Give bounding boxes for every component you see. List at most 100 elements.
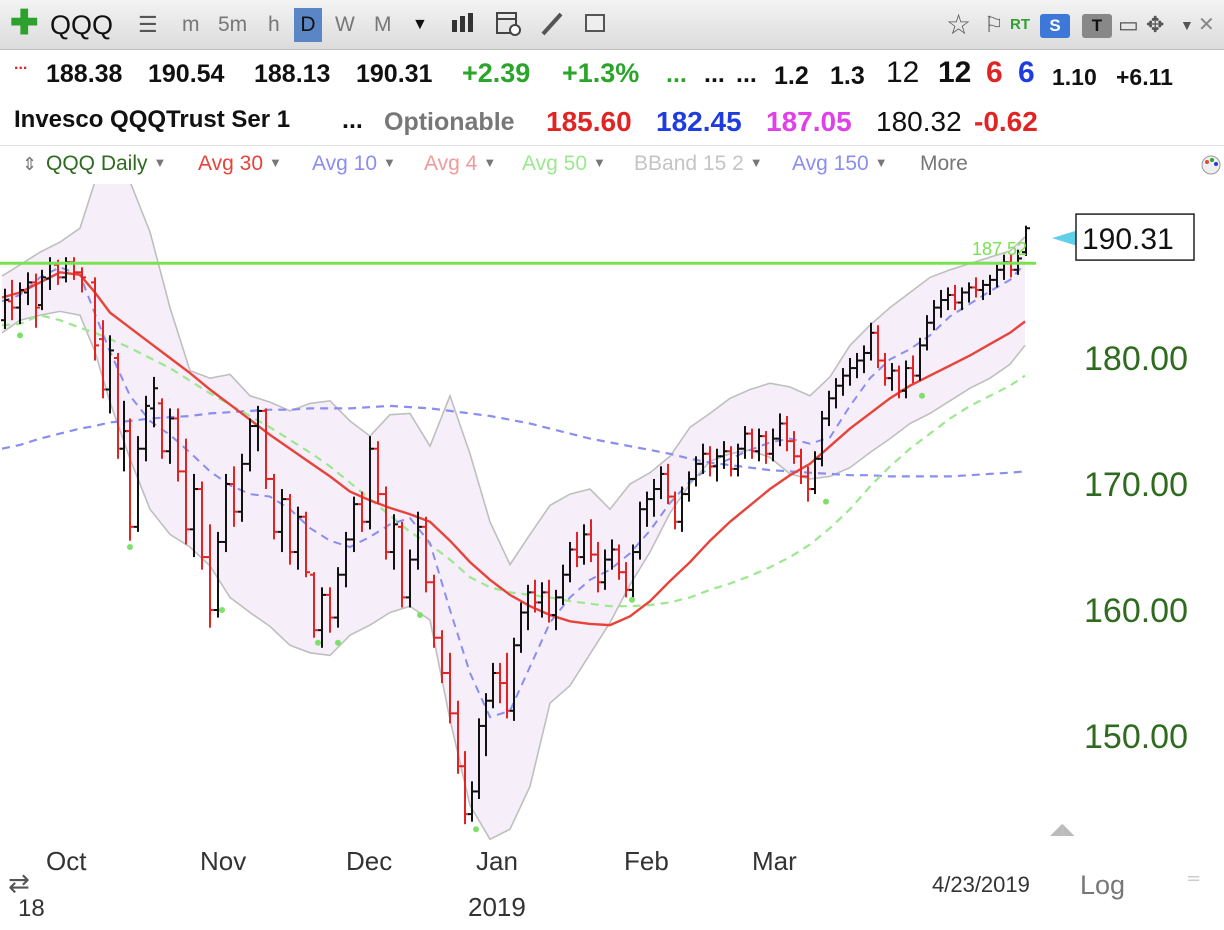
signal-dot: [315, 639, 321, 646]
close-value: 190.31: [356, 60, 433, 88]
info-value-3: 187.05: [766, 106, 852, 137]
signal-dot: [17, 332, 23, 339]
study-avg4[interactable]: Avg 4 ▼: [424, 152, 496, 176]
field-2: ...: [704, 60, 725, 88]
ohlc-bar: [106, 335, 114, 414]
palette-icon[interactable]: [1200, 154, 1222, 182]
series-line-avg-10: [1, 262, 1026, 719]
study-avg4-label: Avg 4: [424, 152, 478, 175]
ohlc-bar: [134, 436, 142, 532]
study-avg50-label: Avg 50: [522, 152, 587, 175]
series-line-bband-upper: [1, 184, 1026, 567]
ohlc-bar: [366, 436, 374, 530]
caret-icon: ▼: [483, 155, 497, 170]
symbol-field[interactable]: QQQ: [50, 10, 114, 40]
x-tick-label: Oct: [46, 846, 87, 876]
study-avg150-label: Avg 150: [792, 152, 869, 175]
study-avg30[interactable]: Avg 30 ▼: [198, 152, 282, 176]
low-value: 188.13: [254, 60, 331, 88]
value-2: 1.3: [830, 62, 865, 90]
x-tick-label: Jan: [476, 846, 518, 876]
study-avg10-label: Avg 10: [312, 152, 377, 175]
last-price-label: 190.31: [1082, 223, 1174, 256]
pencil-icon[interactable]: [538, 8, 566, 42]
rt-label[interactable]: RT: [1010, 16, 1030, 33]
y-axis: 180.00 170.00 160.00 150.00: [1084, 340, 1188, 756]
ohlc-bar: [222, 473, 230, 553]
x-tick-label: Dec: [346, 846, 392, 876]
ohlc-bar: [262, 408, 270, 490]
study-main-label: QQQ Daily: [46, 152, 148, 175]
layout-icon[interactable]: [580, 8, 610, 42]
scroll-left-icon[interactable]: ◢◣: [1050, 819, 1075, 838]
caret-icon: ▼: [593, 155, 606, 170]
signal-dot: [335, 639, 341, 646]
timeframe-5m[interactable]: 5m: [218, 13, 248, 36]
s-button[interactable]: S: [1040, 14, 1070, 38]
more-button[interactable]: More: [920, 152, 968, 175]
signal-dot: [919, 392, 925, 399]
ohlc-bar: [278, 489, 286, 553]
quote-dots: ...: [14, 56, 28, 73]
series-line-avg-50: [1, 314, 1026, 608]
timeframe-h[interactable]: h: [268, 13, 280, 36]
ohlc-bar: [158, 398, 166, 459]
study-avg30-label: Avg 30: [198, 152, 263, 175]
caret-icon: ▼: [874, 155, 888, 170]
plus-icon[interactable]: ✚: [10, 4, 39, 42]
study-avg150[interactable]: Avg 150 ▼: [792, 152, 888, 176]
ohlc-bar: [414, 511, 422, 570]
star-icon[interactable]: ☆: [946, 9, 972, 40]
refresh-icon[interactable]: ⇄: [8, 869, 30, 899]
y-tick-label: 160.00: [1084, 592, 1188, 630]
study-bband[interactable]: BBand 15 2 ▼: [634, 152, 763, 176]
y-tick-label: 180.00: [1084, 340, 1188, 378]
log-button[interactable]: Log: [1080, 870, 1125, 900]
ohlc-bar: [166, 408, 174, 464]
change-percent: +1.3%: [562, 58, 640, 88]
study-avg50[interactable]: Avg 50 ▼: [522, 152, 606, 176]
dropdown-icon[interactable]: ▼: [412, 16, 428, 33]
last-price-box: [1075, 213, 1195, 261]
bar-chart-icon[interactable]: [450, 8, 478, 42]
timeframe-month[interactable]: M: [374, 13, 392, 36]
optionable-label: Optionable: [384, 108, 515, 136]
x-tick-label: Nov: [200, 846, 246, 876]
move-icon[interactable]: ✥: [1146, 12, 1165, 37]
ohlc-bar: [230, 466, 238, 527]
flag-icon[interactable]: ⚐: [984, 12, 1004, 37]
high-value: 190.54: [148, 60, 225, 88]
timeframe-d[interactable]: D: [294, 8, 322, 42]
year-label: 2019: [468, 892, 526, 922]
ohlc-bar: [78, 267, 86, 293]
ohlc-bar: [238, 453, 246, 522]
ohlc-bar: [150, 376, 158, 428]
signal-dot: [127, 544, 133, 550]
value-3: 12: [886, 56, 920, 89]
move-handle-icon[interactable]: ⇕: [22, 154, 38, 174]
calculator-icon[interactable]: [494, 8, 522, 42]
caret-icon: ▼: [749, 155, 763, 170]
resize-icon[interactable]: =: [1186, 868, 1201, 889]
price-chart[interactable]: 187.52 180.00 170.00 160.00 150.00 190.31 O…: [0, 184, 1224, 930]
study-main[interactable]: QQQ Daily ▼: [46, 152, 166, 176]
close-icon[interactable]: ✕: [1198, 14, 1215, 36]
ohlc-bar: [406, 549, 414, 608]
ohlc-bar: [8, 279, 16, 321]
ohlc-bar: [302, 511, 310, 578]
timeframe-m[interactable]: m: [182, 13, 200, 36]
ohlc-bar: [334, 567, 342, 628]
ohlc-bar: [198, 481, 206, 570]
save-icon[interactable]: ▭: [1118, 12, 1139, 37]
list-icon[interactable]: ☰: [138, 12, 158, 37]
signal-dot: [629, 596, 635, 603]
study-avg10[interactable]: Avg 10 ▼: [312, 152, 396, 176]
ohlc-bar: [246, 418, 254, 472]
price-bars: [1, 225, 1030, 825]
menu-dropdown-icon[interactable]: ▼: [1180, 17, 1194, 33]
ohlc-bar: [182, 438, 190, 545]
t-button[interactable]: T: [1082, 14, 1112, 38]
timeframe-w[interactable]: W: [335, 13, 355, 36]
series-line-avg-30: [1, 271, 1026, 627]
ohlc-bar: [350, 496, 358, 553]
